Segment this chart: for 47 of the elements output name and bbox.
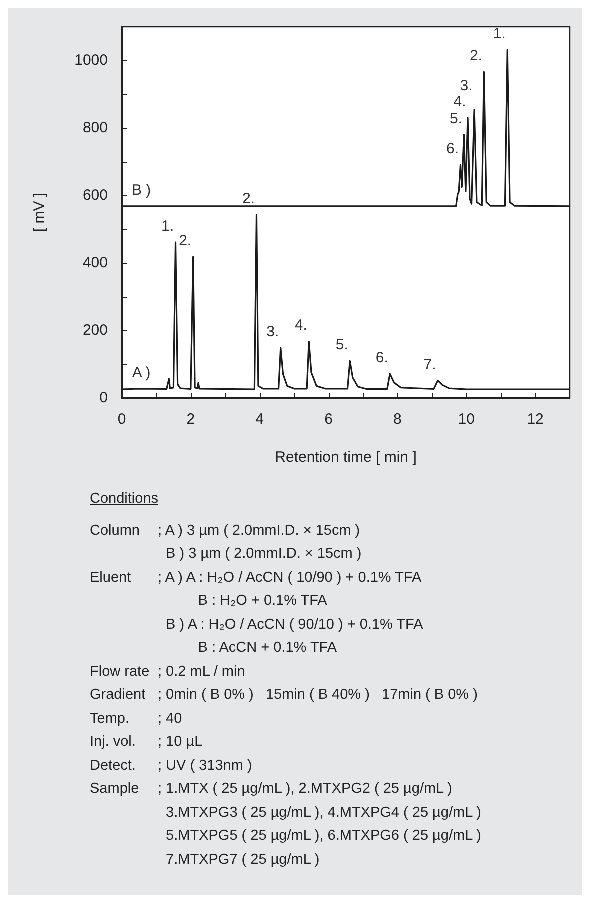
text: B : H₂O + 0.1% TFA — [197, 592, 328, 611]
annotation: 2. — [470, 48, 482, 65]
y-tick-label: 0 — [100, 390, 108, 406]
annotation: 4. — [454, 94, 466, 111]
text: Conditions — [90, 490, 160, 509]
text: Inj. vol. ; 10 µL — [90, 734, 203, 750]
annotation: 5. — [336, 336, 348, 354]
text: Column ; A ) 3 µm ( 2.0mmI.D. × 15cm ) — [90, 522, 360, 538]
text: B : AcCN + 0.1% TFA — [197, 639, 338, 658]
text: B ) 3 µm ( 2.0mmI.D. × 15cm ) — [165, 545, 362, 564]
x-tick-label: 4 — [256, 411, 264, 428]
x-axis-title: Retention time [ min ] — [275, 449, 417, 466]
y-tick-label: 800 — [82, 120, 108, 137]
x-tick-label: 2 — [186, 411, 196, 428]
annotation: 1. — [493, 25, 506, 42]
x-tick-label: 0 — [118, 411, 126, 428]
text: B ) A : H₂O / AcCN ( 90/10 ) + 0.1% TFA — [165, 616, 424, 634]
text: Flow rate ; 0.2 mL / min — [90, 662, 246, 682]
annotation: 6. — [376, 350, 388, 367]
annotation: 2. — [242, 190, 255, 208]
y-tick-label: 200 — [82, 322, 108, 340]
text: Sample ; 1.MTX ( 25 µg/mL ), 2.MTXPG2 ( 25 µg/mL ) — [90, 781, 452, 797]
annotation: 6. — [446, 140, 460, 158]
y-tick-label: 400 — [82, 254, 108, 272]
text: 5.MTXPG5 ( 25 µg/mL ), 6.MTXPG6 ( 25 µg/mL ) — [165, 827, 482, 846]
annotation: 3. — [266, 324, 280, 341]
text: 7.MTXPG7 ( 25 µg/mL ) — [165, 850, 320, 870]
annotation: A ) — [132, 364, 151, 382]
y-tick-label: 600 — [82, 187, 108, 204]
x-tick-label: 12 — [527, 411, 544, 428]
x-tick-label: 6 — [324, 411, 333, 428]
annotation: B ) — [132, 182, 152, 199]
text: 3.MTXPG3 ( 25 µg/mL ), 4.MTXPG4 ( 25 µg/mL ) — [165, 804, 482, 822]
y-tick-label: 1000 — [74, 52, 108, 70]
text: Eluent ; A ) A : H₂O / AcCN ( 10/90 ) + 0.1% TFA — [90, 570, 422, 586]
text: Detect. ; UV ( 313nm ) — [90, 758, 252, 774]
text: Temp. ; 40 — [90, 710, 182, 726]
annotation: 7. — [424, 356, 436, 374]
annotation: 3. — [460, 77, 473, 94]
annotation: 2. — [179, 232, 192, 250]
annotation: 4. — [294, 317, 308, 334]
x-tick-label: 8 — [394, 411, 402, 428]
y-axis-title: [ mV ] — [31, 192, 48, 232]
text: Gradient ; 0min ( B 0% ) 15min ( B 40% ) 17min ( B 0% ) — [90, 686, 478, 705]
annotation: 1. — [162, 218, 174, 236]
annotation: 5. — [450, 110, 462, 128]
x-tick-label: 10 — [458, 411, 475, 428]
